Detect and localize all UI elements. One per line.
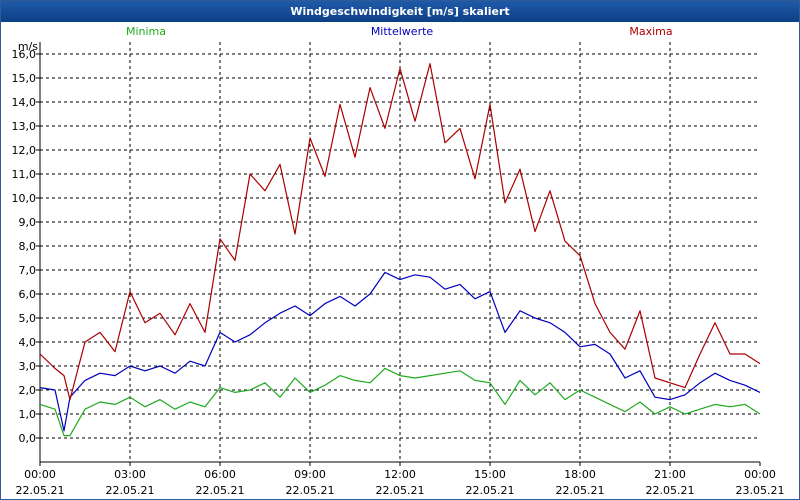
x-tick-date: 22.05.21 <box>106 484 155 497</box>
y-tick-label: 11,0 <box>12 168 37 181</box>
x-tick-time: 00:00 <box>24 468 56 481</box>
legend-maxima: Maxima <box>629 25 672 38</box>
x-tick-date: 22.05.21 <box>376 484 425 497</box>
y-tick-label: 5,0 <box>19 312 37 325</box>
y-tick-label: 3,0 <box>19 360 37 373</box>
y-tick-label: 12,0 <box>12 144 37 157</box>
y-tick-label: 9,0 <box>19 216 37 229</box>
x-tick-date: 22.05.21 <box>196 484 245 497</box>
x-tick-time: 00:00 <box>744 468 776 481</box>
x-tick-date: 22.05.21 <box>16 484 65 497</box>
legend-mittelwerte: Mittelwerte <box>371 25 434 38</box>
y-tick-label: 2,0 <box>19 384 37 397</box>
x-tick-time: 12:00 <box>384 468 416 481</box>
x-tick-time: 09:00 <box>294 468 326 481</box>
y-tick-label: 1,0 <box>19 408 37 421</box>
y-tick-label: 8,0 <box>19 240 37 253</box>
y-tick-label: 13,0 <box>12 120 37 133</box>
y-tick-label: 4,0 <box>19 336 37 349</box>
x-tick-time: 18:00 <box>564 468 596 481</box>
x-tick-time: 06:00 <box>204 468 236 481</box>
y-tick-label: 14,0 <box>12 96 37 109</box>
x-tick-date: 22.05.21 <box>646 484 695 497</box>
x-tick-time: 03:00 <box>114 468 146 481</box>
x-tick-time: 15:00 <box>474 468 506 481</box>
x-tick-time: 21:00 <box>654 468 686 481</box>
series-line-maxima <box>39 62 761 401</box>
x-tick-date: 22.05.21 <box>556 484 605 497</box>
y-tick-label: 16,0 <box>12 48 37 61</box>
window-title: Windgeschwindigkeit [m/s] skaliert <box>1 1 799 22</box>
y-tick-label: 7,0 <box>19 264 37 277</box>
y-tick-label: 15,0 <box>12 72 37 85</box>
y-tick-label: 10,0 <box>12 192 37 205</box>
x-tick-date: 22.05.21 <box>466 484 515 497</box>
y-tick-label: 6,0 <box>19 288 37 301</box>
legend-minima: Minima <box>126 25 166 38</box>
series-line-mittelwerte <box>39 271 761 432</box>
series-line-minima <box>39 367 761 437</box>
x-tick-date: 22.05.21 <box>286 484 335 497</box>
x-tick-date: 23.05.21 <box>736 484 785 497</box>
y-tick-label: 0,0 <box>19 432 37 445</box>
y-axis-unit: m/s <box>18 40 38 53</box>
